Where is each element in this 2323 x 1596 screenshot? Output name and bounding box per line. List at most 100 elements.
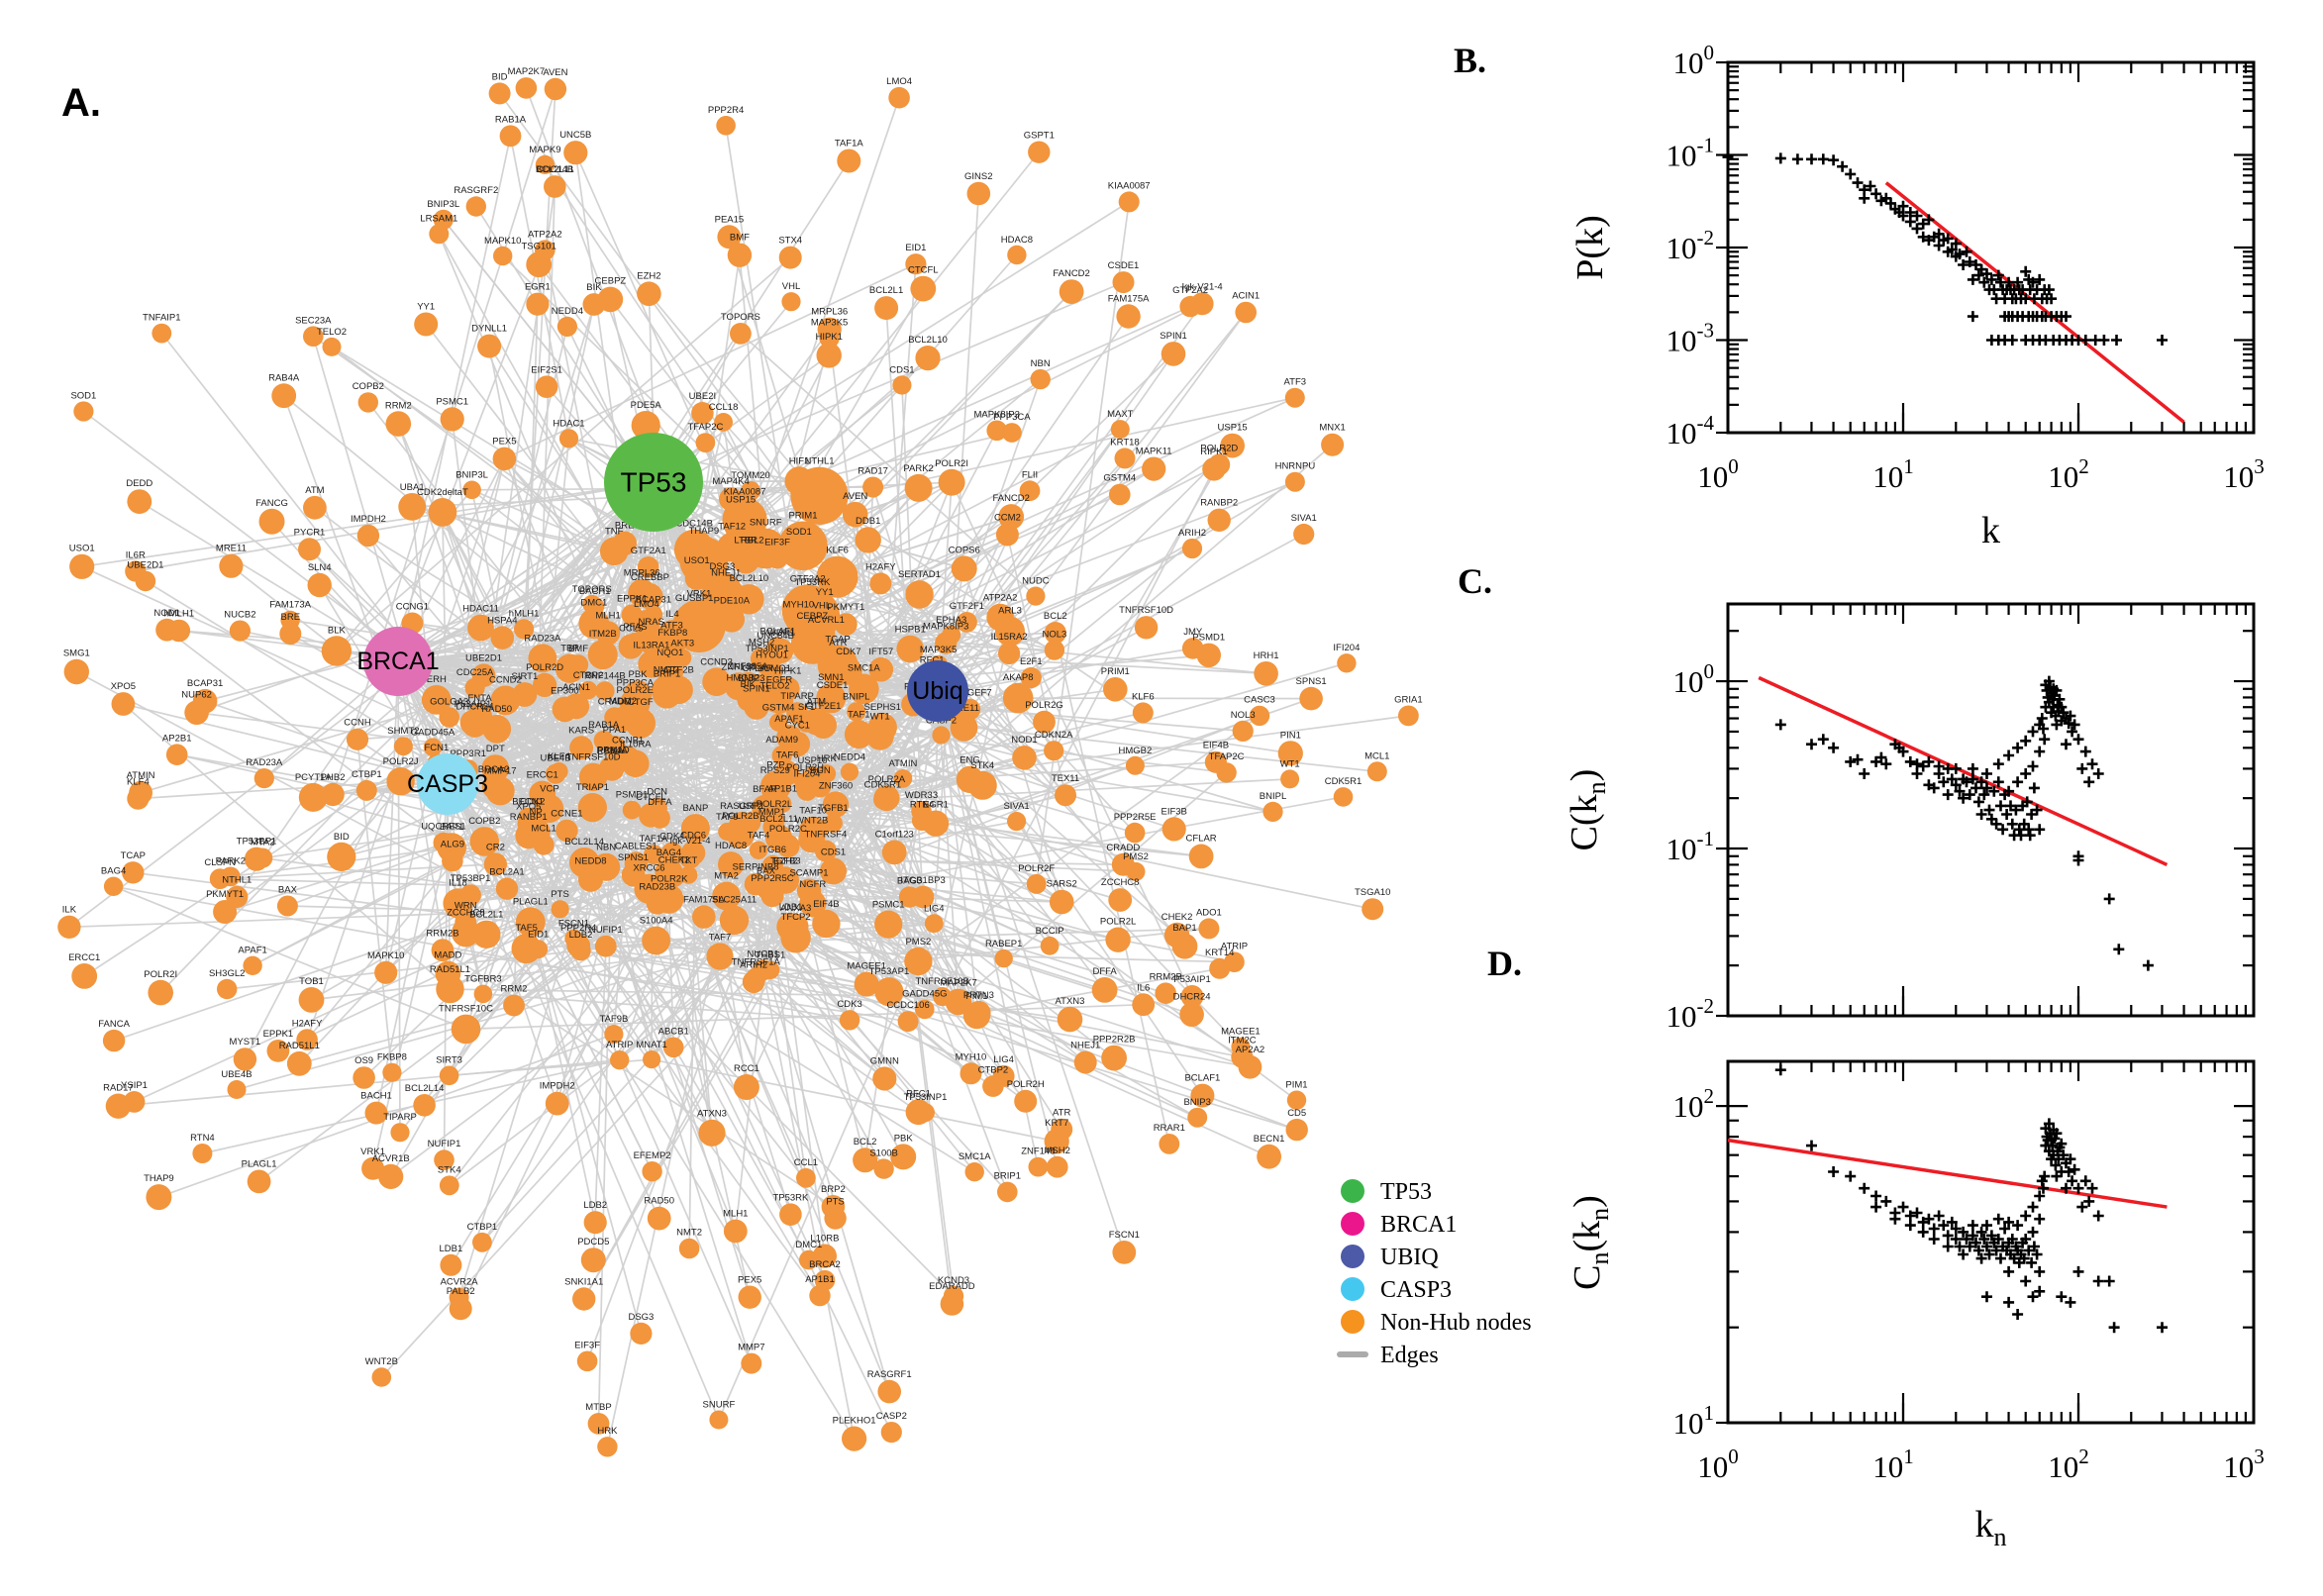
- node-label: PPP2R4: [708, 105, 744, 116]
- network-node: [1224, 951, 1245, 972]
- network-node: [71, 963, 98, 989]
- node-label: MAPK8IP3: [973, 410, 1019, 421]
- network-node: [799, 816, 828, 846]
- network-node: [1114, 448, 1136, 469]
- network-node: [1299, 686, 1323, 711]
- network-node: [1187, 1107, 1208, 1128]
- network-node: [434, 1149, 454, 1170]
- network-node: [1040, 936, 1060, 955]
- node-label: FANCA: [98, 1019, 130, 1030]
- node-label: KIAA0087: [724, 487, 766, 498]
- node-label: RTN4: [190, 1133, 215, 1144]
- node-label: FSCN1: [1109, 1230, 1140, 1241]
- network-node: [555, 653, 585, 683]
- network-node: [578, 866, 603, 892]
- node-label: TFAP2C: [687, 422, 723, 433]
- network-node: [127, 489, 152, 514]
- node-label: BECN1: [1254, 1134, 1285, 1145]
- node-label: DFFA: [1092, 966, 1117, 977]
- node-label: TELO2: [317, 327, 347, 338]
- node-label: CYC1: [785, 721, 810, 732]
- node-label: BCL2L1: [869, 285, 903, 296]
- node-label: PHB2: [321, 772, 346, 783]
- network-node: [435, 960, 461, 987]
- node-label: BACH1: [360, 1091, 392, 1102]
- node-label: GTF2A2: [1172, 285, 1208, 296]
- network-node: [1124, 822, 1146, 844]
- node-label: UBE2D1: [465, 652, 502, 663]
- node-label: IL10RA: [620, 740, 652, 750]
- network-node: [771, 866, 800, 894]
- network-node: [467, 703, 492, 729]
- node-label: CTCFL: [908, 265, 939, 276]
- network-node: [353, 1066, 375, 1089]
- network-node: [556, 819, 578, 843]
- node-label: NGFR: [799, 879, 826, 890]
- network-node: [812, 1244, 838, 1268]
- node-label: SPNS1: [618, 852, 649, 863]
- node-label: TNFRSF1A: [732, 956, 781, 967]
- node-label: DFFA: [648, 797, 672, 808]
- network-node: [503, 994, 525, 1017]
- plot-panel-c: 100 10-1 10-2 C(kn): [1564, 602, 2256, 1034]
- node-label: PLEKHO1: [833, 1416, 876, 1427]
- hub-label-brca1: BRCA1: [356, 648, 439, 675]
- node-label: TAF10: [799, 806, 827, 817]
- network-node: [357, 392, 378, 413]
- node-label: TAF6: [776, 749, 799, 760]
- network-node: [1007, 812, 1027, 832]
- node-label: BNIPL: [1260, 791, 1286, 802]
- network-node: [556, 316, 578, 337]
- legend-item-label: TP53: [1380, 1179, 1432, 1205]
- network-node: [1198, 918, 1220, 940]
- node-label: BANP: [682, 803, 708, 814]
- node-label: TGFB3: [770, 856, 801, 867]
- node-label: TSGA10: [1355, 887, 1390, 898]
- tick-label: 10-2: [1666, 994, 1715, 1034]
- network-node: [1280, 769, 1300, 789]
- node-label: L10RB: [810, 1234, 839, 1245]
- node-label: KLF4: [548, 751, 570, 762]
- node-label: BCAP31: [187, 678, 223, 689]
- node-label: POLR2F: [1018, 863, 1055, 874]
- network-node: [488, 82, 511, 105]
- node-label: E2F1: [1020, 656, 1043, 667]
- node-label: USP15: [1218, 423, 1248, 434]
- node-label: ZNF385A: [728, 661, 768, 672]
- network-node: [896, 635, 924, 663]
- node-label: AP1B1: [805, 1274, 835, 1285]
- network-labels-layer: TP53RKKIAA0087THAP9CDC14BDSG3NTHL1SNURFC…: [62, 66, 1423, 1437]
- node-label: BAG4: [101, 866, 126, 877]
- node-label: ITM2B: [589, 629, 617, 640]
- node-label: MSH2: [1044, 1146, 1069, 1156]
- network-node: [1159, 1134, 1180, 1154]
- network-node: [1049, 889, 1074, 915]
- network-node: [535, 794, 564, 823]
- network-node: [1262, 801, 1283, 823]
- tick-label: 10-1: [1666, 827, 1715, 866]
- node-label: NUDC: [1022, 575, 1050, 586]
- network-node: [726, 505, 756, 535]
- node-label: MAP3K5: [811, 317, 849, 328]
- node-label: BLK: [328, 625, 347, 636]
- network-node: [421, 685, 452, 715]
- network-node: [637, 281, 661, 307]
- node-label: MADD: [434, 950, 461, 961]
- network-node: [439, 1175, 459, 1196]
- node-label: DHCR24: [1173, 991, 1211, 1002]
- node-label: BNIPL: [843, 691, 869, 702]
- node-label: RANBP2: [1200, 498, 1238, 509]
- node-label: SHMT2: [387, 726, 419, 737]
- network-node: [1208, 453, 1231, 476]
- node-label: AVEN: [543, 67, 567, 78]
- network-node: [298, 538, 321, 561]
- node-label: ATXN3: [1056, 996, 1085, 1007]
- y-axis-label: P(k): [1569, 215, 1611, 279]
- node-label: RTN4: [910, 799, 935, 810]
- node-label: ADAM9: [765, 735, 798, 746]
- node-label: ITM2C: [1228, 1036, 1257, 1047]
- tick-label: 101: [1872, 1445, 1914, 1484]
- network-node: [698, 1119, 726, 1147]
- node-label: RFC1: [906, 1088, 931, 1099]
- network-node: [152, 323, 172, 344]
